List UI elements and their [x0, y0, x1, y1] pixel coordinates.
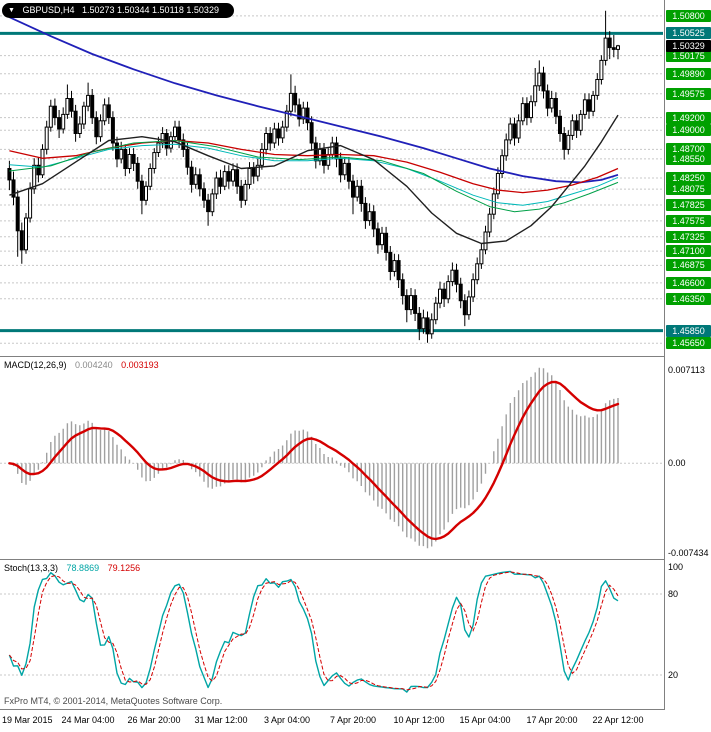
price-level-badge: 1.45650 [666, 337, 711, 349]
macd-scale-label: -0.007434 [668, 548, 709, 558]
macd-main-value: 0.004240 [75, 360, 113, 370]
stochastic-chart[interactable] [0, 560, 664, 709]
symbol-marker-icon: ▼ [8, 7, 15, 14]
macd-signal-value: 0.003193 [121, 360, 159, 370]
macd-scale-label: 0.00 [668, 458, 686, 468]
macd-scale-label: 0.007113 [668, 365, 705, 375]
chart-ohlc-header[interactable]: ▼ GBPUSD,H4 1.50273 1.50344 1.50118 1.50… [2, 3, 234, 18]
stoch-signal-line [8, 571, 619, 691]
stoch-signal-value: 79.1256 [107, 563, 141, 573]
price-scale-axis[interactable]: 1.50800 1.50175 1.49890 1.49575 1.49200 1.490… [664, 0, 711, 710]
time-axis[interactable]: 19 Mar 2015 24 Mar 04:00 26 Mar 20:00 31 Ma… [0, 710, 711, 732]
ma-medium-red-line [9, 139, 619, 194]
stoch-label-row: Stoch(13,3,3) 78.8869 79.1256 [4, 563, 146, 573]
price-level-badge: 1.48250 [666, 172, 711, 184]
price-level-badge: 1.48075 [666, 183, 711, 195]
price-level-badge: 1.50175 [666, 50, 711, 62]
ma-fast-black-line [9, 114, 619, 245]
price-level-badge: 1.49890 [666, 68, 711, 80]
macd-panel[interactable]: MACD(12,26,9) 0.004240 0.003193 [0, 357, 664, 560]
stoch-title: Stoch(13,3,3) [4, 563, 59, 573]
copyright-text: FxPro MT4, © 2001-2014, MetaQuotes Softw… [4, 696, 223, 706]
time-axis-label: 7 Apr 20:00 [329, 715, 377, 725]
price-level-badge: 1.49575 [666, 88, 711, 100]
stoch-main-line [8, 570, 619, 693]
price-chart-panel[interactable]: ▼ GBPUSD,H4 1.50273 1.50344 1.50118 1.50… [0, 0, 664, 357]
price-level-badge: 1.48550 [666, 153, 711, 165]
macd-title: MACD(12,26,9) [4, 360, 67, 370]
time-axis-label: 31 Mar 12:00 [194, 715, 248, 725]
price-level-badge: 1.47825 [666, 199, 711, 211]
stoch-scale-label: 20 [668, 670, 679, 680]
line-price-badge: 1.45850 [666, 325, 711, 337]
macd-histogram [12, 367, 619, 549]
ma-cyan-line [9, 143, 619, 206]
macd-signal-line [8, 380, 620, 541]
time-axis-label: 22 Apr 12:00 [592, 715, 644, 725]
time-axis-label: 10 Apr 12:00 [393, 715, 445, 725]
price-level-badge: 1.49200 [666, 112, 711, 124]
time-axis-label: 24 Mar 04:00 [61, 715, 115, 725]
time-axis-label: 15 Apr 04:00 [459, 715, 511, 725]
stoch-main-value: 78.8869 [66, 563, 100, 573]
time-axis-label: 19 Mar 2015 [2, 715, 53, 725]
price-level-badge: 1.47325 [666, 231, 711, 243]
symbol-timeframe-label: GBPUSD,H4 [22, 5, 75, 15]
price-level-badge: 1.48700 [666, 143, 711, 155]
candle-bodies [7, 37, 620, 335]
candlestick-chart[interactable] [0, 0, 664, 356]
current-price-badge: 1.50329 [666, 40, 711, 52]
time-axis-label: 17 Apr 20:00 [526, 715, 578, 725]
macd-chart[interactable] [0, 357, 664, 559]
price-level-badge: 1.49000 [666, 124, 711, 136]
price-level-badge: 1.50800 [666, 10, 711, 22]
ma-green-line [9, 140, 619, 213]
line-price-badge: 1.50525 [666, 27, 711, 39]
stochastic-panel[interactable]: Stoch(13,3,3) 78.8869 79.1256 FxPro MT4,… [0, 560, 664, 710]
stoch-scale-label: 80 [668, 589, 679, 599]
stoch-scale-label: 100 [668, 562, 684, 572]
ma-slow-blue-line [9, 16, 619, 184]
price-level-badge: 1.46350 [666, 293, 711, 305]
price-level-badge: 1.46875 [666, 259, 711, 271]
time-axis-label: 26 Mar 20:00 [127, 715, 181, 725]
price-level-badge: 1.47100 [666, 245, 711, 257]
time-axis-label: 3 Apr 04:00 [263, 715, 311, 725]
price-level-badge: 1.46600 [666, 277, 711, 289]
macd-label-row: MACD(12,26,9) 0.004240 0.003193 [4, 360, 165, 370]
price-level-badge: 1.47575 [666, 215, 711, 227]
ohlc-values: 1.50273 1.50344 1.50118 1.50329 [81, 5, 219, 15]
